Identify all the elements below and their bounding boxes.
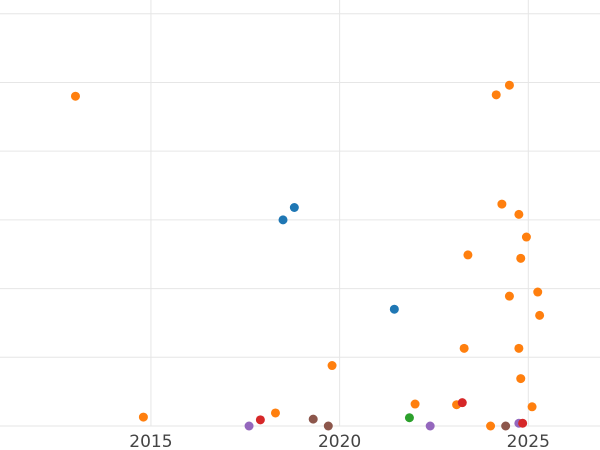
data-point-19 (491, 90, 501, 100)
data-point-1 (138, 412, 148, 422)
data-point-13 (425, 421, 435, 431)
data-point-15 (457, 398, 467, 408)
data-point-3 (255, 415, 265, 425)
data-point-12 (410, 399, 420, 409)
data-point-21 (501, 421, 511, 431)
data-point-11 (404, 413, 414, 423)
data-point-20 (497, 199, 507, 209)
data-point-27 (516, 253, 526, 263)
data-point-24 (514, 209, 524, 219)
x-tick-label-0: 2015 (129, 432, 172, 450)
data-point-32 (533, 287, 543, 297)
x-tick-label-2: 2025 (507, 432, 550, 450)
data-point-18 (486, 421, 496, 431)
data-point-17 (463, 250, 473, 260)
data-point-8 (323, 421, 333, 431)
x-tick-label-1: 2020 (318, 432, 361, 450)
data-points (70, 80, 545, 431)
data-point-16 (459, 343, 469, 353)
data-point-30 (521, 232, 531, 242)
data-point-6 (289, 203, 299, 213)
data-point-23 (504, 291, 514, 301)
data-point-9 (327, 361, 337, 371)
data-point-0 (70, 91, 80, 101)
data-point-28 (516, 374, 526, 384)
data-point-29 (518, 418, 528, 428)
grid (0, 0, 600, 427)
x-axis-ticks: 2015 2020 2025 (129, 432, 550, 450)
data-point-10 (389, 304, 399, 314)
data-point-25 (514, 343, 524, 353)
data-point-31 (527, 402, 537, 412)
data-point-33 (535, 310, 545, 320)
data-point-5 (278, 215, 288, 225)
data-point-22 (504, 80, 514, 90)
data-point-4 (270, 408, 280, 418)
data-point-7 (308, 414, 318, 424)
data-point-2 (244, 421, 254, 431)
